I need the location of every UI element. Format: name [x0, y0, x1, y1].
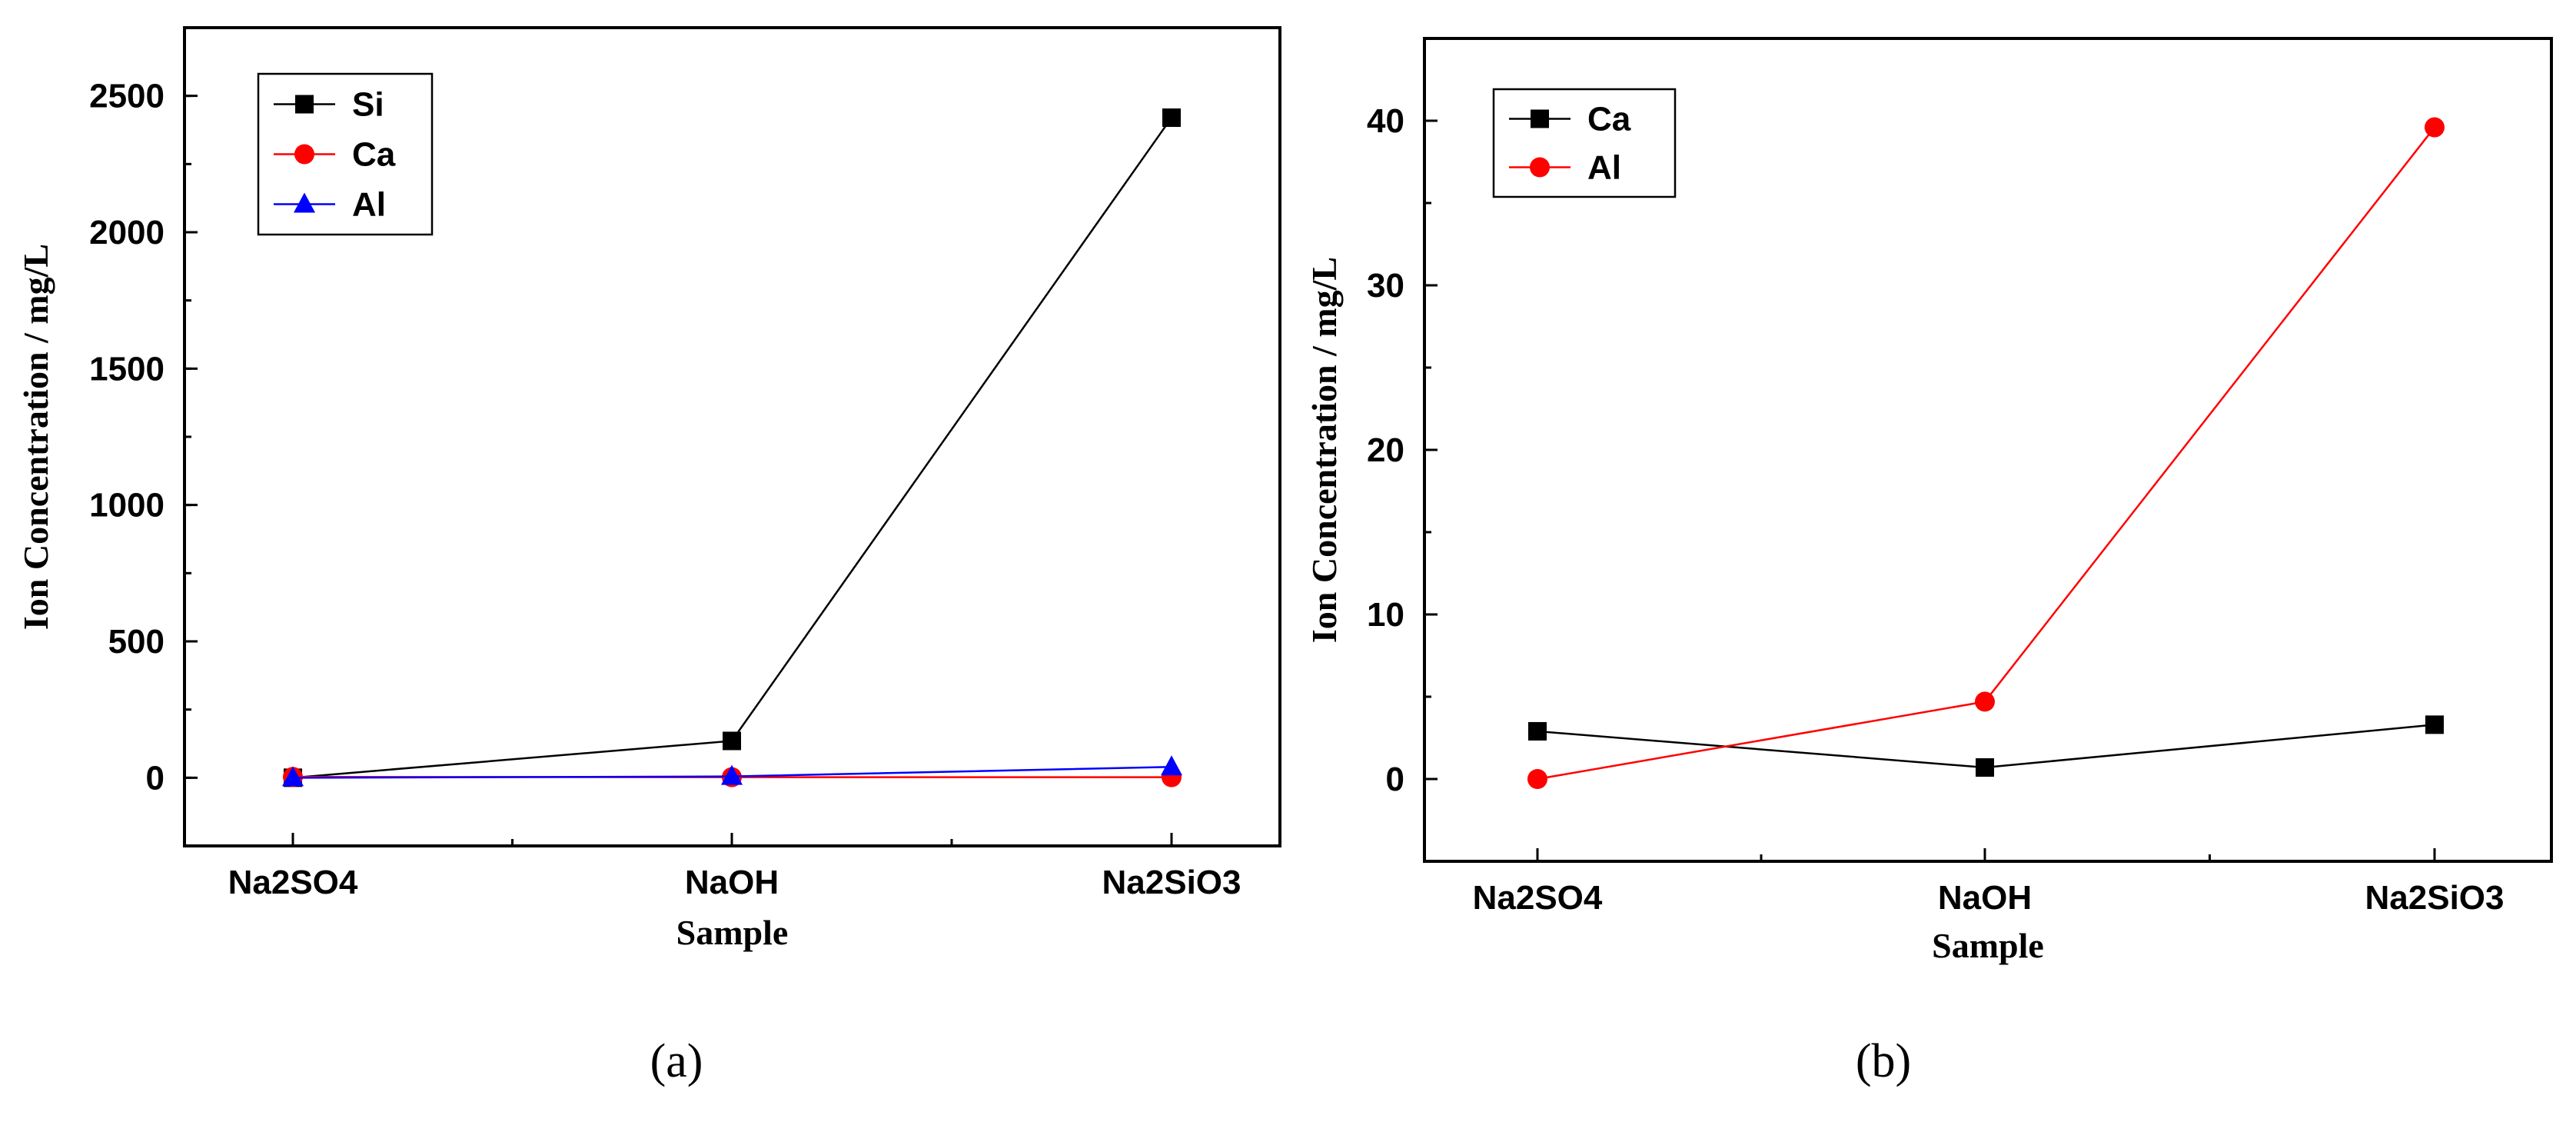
series-line-al — [1537, 126, 2435, 781]
legend-marker-si — [295, 95, 314, 114]
legend-marker-ca — [1531, 109, 1549, 128]
x-tick-label: Na2SiO3 — [2365, 879, 2505, 917]
data-point-al — [2425, 117, 2445, 138]
data-point-al — [1975, 691, 1995, 712]
legend-marker-al — [294, 192, 315, 213]
y-tick-label: 30 — [1367, 267, 1404, 305]
data-point-al — [1527, 769, 1547, 789]
y-tick-label: 1500 — [89, 350, 165, 388]
y-tick-label: 20 — [1367, 431, 1404, 469]
legend-marker-al — [1530, 157, 1550, 178]
legend-label-ca: Ca — [1587, 101, 1631, 138]
legend-label-al: Al — [352, 186, 386, 224]
x-axis-title: Sample — [1932, 926, 2044, 965]
panel-caption: (b) — [1856, 1035, 1911, 1087]
y-axis-title: Ion Concentration / mg/L — [1305, 257, 1344, 643]
data-point-al — [1161, 755, 1182, 776]
x-tick-label: NaOH — [1938, 879, 2032, 917]
y-tick-label: 0 — [1386, 761, 1404, 798]
y-tick-label: 2000 — [89, 214, 165, 251]
x-tick-label: Na2SO4 — [1473, 879, 1603, 917]
chart-panel-a: 0 500 1000 1500 2000 2500 Na2SO4 NaOH Na2SiO3 Sam… — [16, 26, 1281, 1087]
legend-box — [1492, 88, 1677, 198]
legend-label-ca: Ca — [352, 136, 396, 174]
data-point-si — [723, 731, 741, 751]
y-tick-label: 1000 — [89, 487, 165, 524]
data-point-al — [721, 764, 743, 785]
legend-marker-ca — [294, 144, 314, 165]
legend-label-al: Al — [1587, 149, 1621, 187]
data-point-al — [282, 766, 304, 787]
y-axis-title: Ion Concentration / mg/L — [16, 244, 55, 630]
data-point-ca — [1976, 758, 1994, 777]
y-tick-label: 2500 — [89, 78, 165, 115]
chart-panel-b: 0 10 20 30 40 Na2SO4 NaOH Na2SiO3 Sample Ion Conc… — [1305, 37, 2553, 1087]
x-axis-title: Sample — [676, 913, 789, 952]
y-tick-label: 40 — [1367, 102, 1404, 140]
data-point-ca — [2425, 715, 2444, 734]
panel-caption: (a) — [650, 1035, 703, 1087]
x-tick-label: NaOH — [685, 864, 779, 901]
y-tick-label: 10 — [1367, 596, 1404, 634]
data-point-ca — [1528, 721, 1547, 741]
y-tick-label: 0 — [146, 759, 165, 797]
x-tick-label: Na2SiO3 — [1102, 864, 1241, 901]
y-tick-label: 500 — [108, 623, 165, 661]
x-tick-label: Na2SO4 — [228, 864, 358, 901]
data-point-si — [1162, 108, 1181, 128]
legend-label-si: Si — [352, 86, 384, 124]
